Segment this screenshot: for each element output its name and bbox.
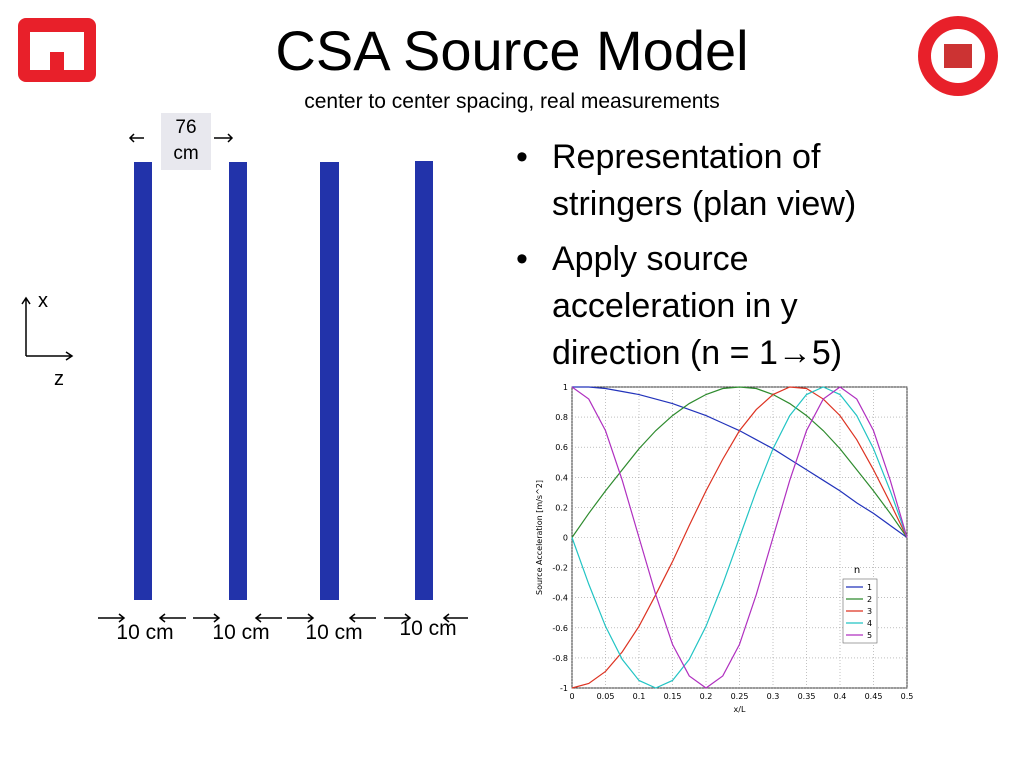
width-label: 10 cm	[305, 621, 363, 644]
y-tick-label: -0.8	[552, 654, 568, 663]
width-label: 10 cm	[399, 617, 457, 640]
x-tick-label: 0.35	[798, 692, 816, 701]
legend-label: 2	[867, 595, 872, 604]
x-tick-label: 0.2	[700, 692, 713, 701]
logo-castle	[944, 44, 972, 68]
line-series	[571, 386, 908, 689]
x-tick-label: 0.05	[597, 692, 615, 701]
y-tick-label: -1	[560, 684, 568, 693]
y-tick-label: 0.2	[555, 503, 568, 512]
spacing-label: 76 cm	[161, 113, 211, 170]
legend-label: 5	[867, 631, 872, 640]
arrows	[21, 133, 468, 623]
x-tick-label: 0.25	[731, 692, 749, 701]
y-tick-label: 0.6	[555, 443, 568, 452]
title: CSA Source Model	[275, 19, 749, 82]
legend-label: 3	[867, 607, 872, 616]
chart: 0 0.05 0.1 0.15 0.2 0.25 0.3 0.35 0.4 0.45 0.5-1-0…	[535, 383, 914, 714]
y-tick-label: 1	[563, 383, 568, 392]
line-series	[571, 386, 908, 538]
x-tick-label: 0.45	[865, 692, 883, 701]
logo-door	[50, 52, 64, 70]
y-tick-label: -0.6	[552, 624, 568, 633]
x-tick-label: 0.4	[834, 692, 847, 701]
axis-label: x	[38, 290, 48, 312]
legend-label: 4	[867, 619, 872, 628]
stringers	[134, 161, 433, 600]
legend-title: n	[854, 565, 860, 576]
axis-label: z	[54, 368, 64, 390]
y-tick-label: 0.8	[555, 413, 568, 422]
y-tick-label: 0	[563, 534, 568, 543]
x-tick-label: 0	[569, 692, 574, 701]
y-tick-label: 0.4	[555, 473, 568, 482]
y-tick-label: -0.4	[552, 594, 568, 603]
x-tick-label: 0.15	[664, 692, 682, 701]
width-label: 10 cm	[116, 621, 174, 644]
subtitle: center to center spacing, real measureme…	[304, 90, 720, 113]
legend-label: 1	[867, 583, 872, 592]
bullet: Representation of stringers (plan view)	[510, 134, 910, 228]
bullets: Representation of stringers (plan view) …	[510, 134, 910, 385]
x-axis-label: x/L	[734, 705, 746, 714]
x-tick-label: 0.5	[901, 692, 914, 701]
y-axis-label: Source Acceleration [m/s^2]	[535, 480, 544, 595]
bullet: Apply source acceleration in y direction…	[510, 236, 910, 377]
y-tick-label: -0.2	[552, 564, 568, 573]
line-series	[571, 386, 908, 689]
x-tick-label: 0.3	[767, 692, 780, 701]
width-label: 10 cm	[212, 621, 270, 644]
x-tick-label: 0.1	[633, 692, 646, 701]
line-series	[571, 386, 908, 689]
